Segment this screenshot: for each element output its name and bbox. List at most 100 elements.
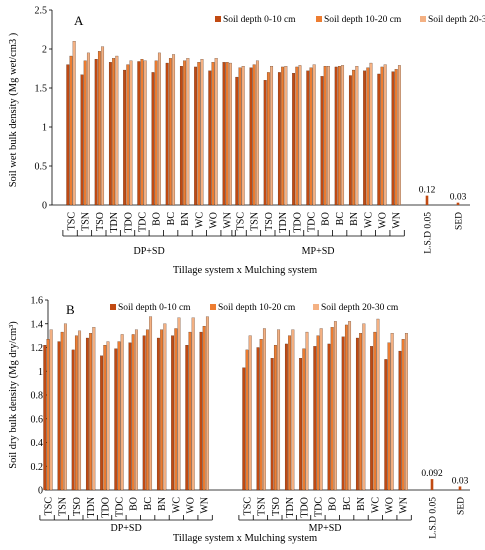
bar-mpsd-tsn-s2 xyxy=(262,328,266,491)
x-category-label: TSN xyxy=(257,497,268,516)
stat-value-label: 0.03 xyxy=(450,193,467,203)
bar-mpsd-wc-s1 xyxy=(366,67,370,206)
x-category-label: TSO xyxy=(95,212,106,231)
x-category-label: WO xyxy=(186,497,197,514)
bar-mpsd-bn-s0 xyxy=(355,337,359,491)
x-category-label: TDC xyxy=(115,497,126,517)
bar-mpsd-wn-s1 xyxy=(394,69,398,206)
bar-mpsd-bc-s2 xyxy=(341,65,345,206)
bar-mpsd-tsn-s0 xyxy=(249,67,253,206)
bar-dpsd-wo-s0 xyxy=(208,70,212,206)
legend-label: Soil depth 10-20 cm xyxy=(324,15,402,25)
bar-mpsd-tdc-s2 xyxy=(319,328,323,491)
x-category-label: TDN xyxy=(278,212,289,233)
bar-mpsd-bn-s2 xyxy=(355,66,359,206)
y-tick-label: 2 xyxy=(42,45,47,56)
legend-swatch xyxy=(420,16,426,22)
bar-dpsd-tsc-s1 xyxy=(46,339,50,491)
x-category-label: TSO xyxy=(72,497,83,516)
x-category-label: WC xyxy=(370,497,381,513)
y-tick-label: 1.6 xyxy=(31,296,44,307)
bar-dpsd-bo-s0 xyxy=(128,342,132,491)
bar-dpsd-bc-s0 xyxy=(165,62,169,206)
bar-mpsd-bn-s0 xyxy=(348,75,352,206)
bar-mpsd-wo-s0 xyxy=(384,359,388,491)
legend-label: Soil depth 10-20 cm xyxy=(218,303,296,313)
bar-mpsd-wn-s1 xyxy=(401,339,405,491)
group-label: DP+SD xyxy=(110,523,141,534)
bar-dpsd-wn-s0 xyxy=(199,331,203,491)
x-category-label: WO xyxy=(385,497,396,514)
bar-mpsd-wo-s0 xyxy=(377,73,381,206)
x-category-label: BN xyxy=(356,497,367,511)
legend-swatch xyxy=(215,16,221,22)
bar-mpsd-tso-s2 xyxy=(277,329,281,491)
x-category-label: BC xyxy=(342,497,353,511)
legend-swatch xyxy=(313,304,319,310)
bar-dpsd-tso-s0 xyxy=(94,59,98,206)
bar-mpsd-tdc-s0 xyxy=(313,346,317,491)
bar-dpsd-tdo-s2 xyxy=(129,60,133,206)
bar-dpsd-wn-s2 xyxy=(228,62,232,206)
bar-dpsd-tdo-s0 xyxy=(100,355,104,491)
bar-dpsd-bn-s0 xyxy=(179,66,183,206)
y-tick-label: 0.2 xyxy=(31,462,44,473)
bar-mpsd-wo-s1 xyxy=(387,342,391,491)
bar-dpsd-wn-s2 xyxy=(205,316,209,491)
bar-mpsd-tsc-s0 xyxy=(242,367,246,491)
x-category-label: TDO xyxy=(123,212,134,233)
stat-value-label: 0.03 xyxy=(452,476,469,486)
bar-dpsd-wo-s2 xyxy=(191,317,195,491)
panel-letter: B xyxy=(66,302,75,317)
bar-dpsd-wo-s1 xyxy=(188,331,192,491)
x-category-label: TSC xyxy=(67,212,78,231)
bar-mpsd-bc-s0 xyxy=(334,66,338,206)
bar-dpsd-tdc-s2 xyxy=(120,334,124,491)
bar-mpsd-tsc-s2 xyxy=(241,66,245,206)
bar-mpsd-tdn-s2 xyxy=(291,329,295,491)
bar-dpsd-tso-s1 xyxy=(74,335,78,491)
x-category-label: BN xyxy=(180,212,191,226)
bar-dpsd-tdo-s1 xyxy=(103,345,107,491)
bar-dpsd-bo-s1 xyxy=(131,334,135,491)
x-category-label: BN xyxy=(349,212,360,226)
bar-mpsd-bo-s1 xyxy=(330,327,334,491)
bar-dpsd-tsc-s0 xyxy=(43,345,47,491)
bar-dpsd-tdn-s0 xyxy=(108,62,112,206)
bar-mpsd-wo-s1 xyxy=(380,66,384,206)
bar-mpsd-wc-s0 xyxy=(363,70,367,206)
bar-mpsd-tsn-s1 xyxy=(259,339,263,491)
x-category-label: WC xyxy=(363,212,374,228)
bar-mpsd-wc-s1 xyxy=(373,331,377,491)
bar-mpsd-bc-s0 xyxy=(341,336,345,491)
bar-dpsd-wn-s1 xyxy=(225,62,229,206)
chart-panel-a: 0 0.5 1 1.5 2 2.5 A Soil wet bulk density (Mg w… xyxy=(8,6,485,277)
y-tick-label: 2.5 xyxy=(35,6,48,17)
x-category-label: TDN xyxy=(109,212,120,233)
x-category-label: TSN xyxy=(58,497,69,516)
stat-axis-label: L.S.D 0.05 xyxy=(429,497,439,539)
bar-dpsd-tsn-s0 xyxy=(80,74,84,206)
y-tick-label: 0.6 xyxy=(31,414,44,425)
y-tick-label: 0 xyxy=(42,201,47,212)
x-category-label: WN xyxy=(200,497,211,514)
group-label: MP+SD xyxy=(302,246,335,257)
bar-dpsd-bo-s1 xyxy=(154,60,158,206)
x-category-label: BN xyxy=(157,497,168,511)
bar-dpsd-wc-s0 xyxy=(171,335,175,491)
x-axis-title: Tillage system x Mulching system xyxy=(173,533,317,544)
bar-mpsd-wn-s2 xyxy=(397,65,401,206)
stat-bar-0 xyxy=(430,479,434,490)
bar-dpsd-tdc-s2 xyxy=(143,60,147,206)
legend-label: Soil depth 20-30 cm xyxy=(321,303,399,313)
bar-dpsd-wn-s1 xyxy=(202,326,206,491)
y-tick-label: 1.4 xyxy=(31,319,44,330)
bar-mpsd-bc-s2 xyxy=(348,321,352,491)
x-category-label: TSN xyxy=(250,212,261,231)
bar-dpsd-bn-s2 xyxy=(186,58,190,206)
x-category-label: TSC xyxy=(243,497,254,516)
bar-dpsd-bc-s1 xyxy=(168,58,172,206)
y-tick-label: 0.5 xyxy=(35,162,48,173)
bar-mpsd-bc-s1 xyxy=(344,324,348,491)
bar-dpsd-bn-s1 xyxy=(183,60,187,206)
